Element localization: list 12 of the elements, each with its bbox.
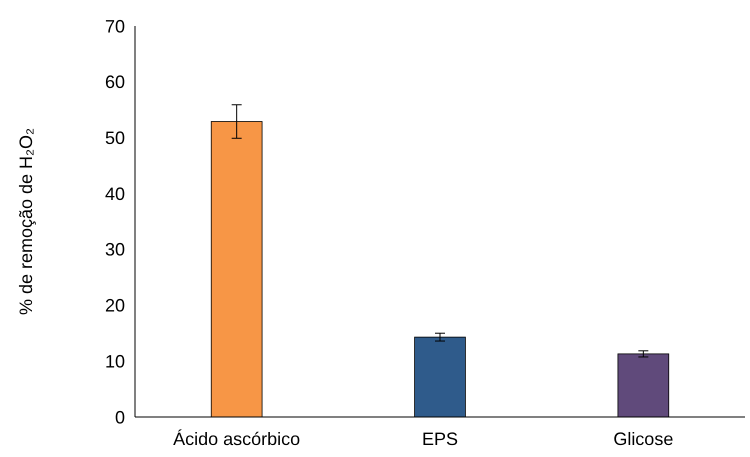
y-tick-label: 20 (104, 296, 125, 316)
y-tick-label: 70 (104, 16, 125, 36)
y-tick-label: 30 (104, 240, 125, 260)
y-axis-title: % de remoção de H₂O₂ (16, 128, 36, 316)
y-tick-label: 0 (114, 407, 125, 428)
y-tick-label: 50 (104, 128, 125, 148)
y-tick-label: 10 (104, 351, 125, 372)
x-tick-label: Glicose (613, 429, 674, 449)
y-tick-label: 60 (104, 72, 125, 92)
x-tick-label: EPS (422, 429, 458, 449)
x-tick-label: Ácido ascórbico (173, 429, 300, 449)
y-tick-label: 40 (104, 184, 125, 204)
